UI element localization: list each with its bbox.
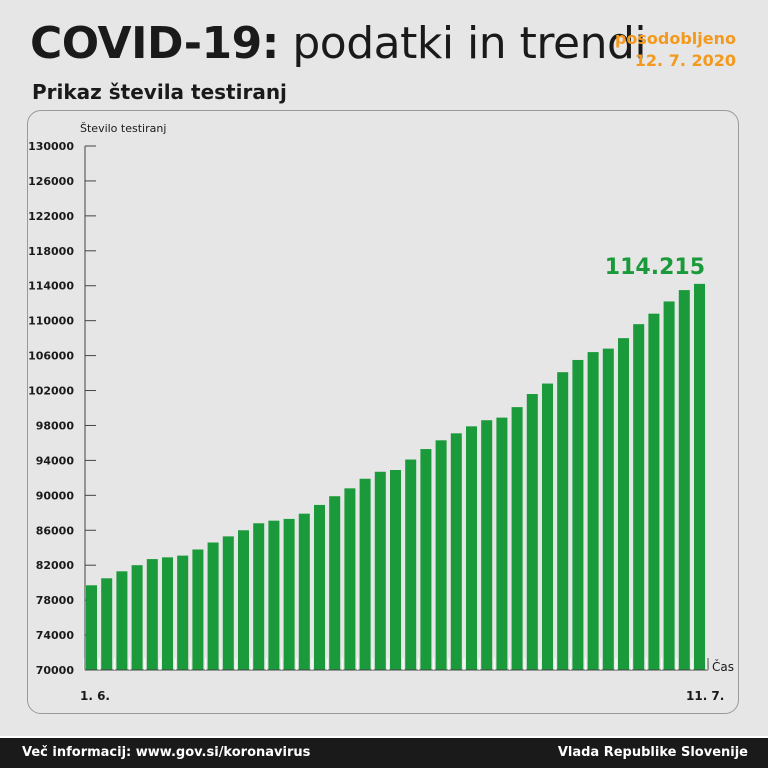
page-title: COVID-19: podatki in trendi [30, 18, 647, 69]
bar [526, 394, 538, 670]
bar [663, 301, 675, 670]
bar [222, 536, 234, 670]
y-tick-label: 118000 [28, 245, 74, 258]
bar [207, 542, 219, 670]
y-tick-label: 110000 [28, 315, 74, 328]
bar [101, 578, 113, 670]
bar [557, 372, 569, 670]
bar [618, 338, 629, 670]
bar [146, 559, 158, 670]
last-value-label: 114.215 [605, 255, 705, 280]
bar [238, 530, 249, 670]
y-tick-label: 94000 [36, 454, 75, 467]
bar [694, 283, 705, 670]
updated-date: 12. 7. 2020 [634, 51, 736, 70]
bar [344, 488, 356, 670]
bar [420, 449, 432, 670]
x-start-label: 1. 6. [80, 689, 110, 703]
bar [253, 523, 265, 670]
bar [678, 290, 690, 670]
bar [268, 520, 280, 670]
y-tick-label: 98000 [36, 419, 75, 432]
title-light: podatki in trendi [292, 18, 647, 69]
bar [374, 471, 386, 670]
y-tick-label: 130000 [28, 140, 74, 153]
bar [390, 470, 401, 670]
bar [572, 359, 584, 670]
updated-info: posodobljeno 12. 7. 2020 [615, 28, 736, 72]
y-tick-label: 106000 [28, 350, 74, 363]
bar [602, 348, 614, 670]
y-axis-label: Število testiranj [80, 122, 166, 135]
y-tick-label: 122000 [28, 210, 74, 223]
bar [177, 555, 189, 670]
bar [481, 420, 493, 670]
title-bold: COVID-19: [30, 18, 279, 69]
y-tick-label: 78000 [36, 594, 75, 607]
footer: Več informacij: www.gov.si/koronavirus V… [0, 738, 768, 768]
footer-info-link[interactable]: Več informacij: www.gov.si/koronavirus [22, 745, 311, 760]
y-tick-label: 86000 [36, 524, 75, 537]
y-tick-label: 74000 [36, 629, 75, 642]
bar [450, 433, 462, 670]
footer-source: Vlada Republike Slovenije [557, 745, 748, 760]
bar [329, 496, 341, 670]
bar [587, 352, 599, 670]
bar [466, 426, 477, 670]
bar [131, 565, 143, 670]
bar-chart: Število testiranj 70000 74000 78000 82000 860… [28, 122, 734, 703]
bar [192, 549, 204, 670]
x-axis-label: Čas [712, 659, 734, 674]
y-tick-label: 90000 [36, 489, 75, 502]
bar [162, 557, 173, 670]
bar [405, 459, 417, 670]
y-tick-label: 126000 [28, 175, 74, 188]
y-tick-label: 70000 [36, 664, 75, 677]
chart-subtitle: Prikaz števila testiranj [32, 80, 287, 104]
bar [314, 504, 325, 670]
bar [648, 313, 660, 670]
bar [359, 478, 371, 670]
y-tick-label: 82000 [36, 559, 75, 572]
bar [86, 585, 97, 670]
bar [435, 440, 447, 670]
bar [542, 383, 553, 670]
bar [496, 417, 508, 670]
bar [298, 513, 310, 670]
y-tick-label: 102000 [28, 385, 74, 398]
x-end-label: 11. 7. [686, 689, 724, 703]
updated-label: posodobljeno [614, 29, 736, 48]
bar [116, 571, 128, 670]
bar [283, 518, 295, 670]
bar [511, 407, 523, 670]
y-tick-label: 114000 [28, 280, 74, 293]
footer-divider [0, 736, 768, 738]
bar [633, 324, 645, 670]
